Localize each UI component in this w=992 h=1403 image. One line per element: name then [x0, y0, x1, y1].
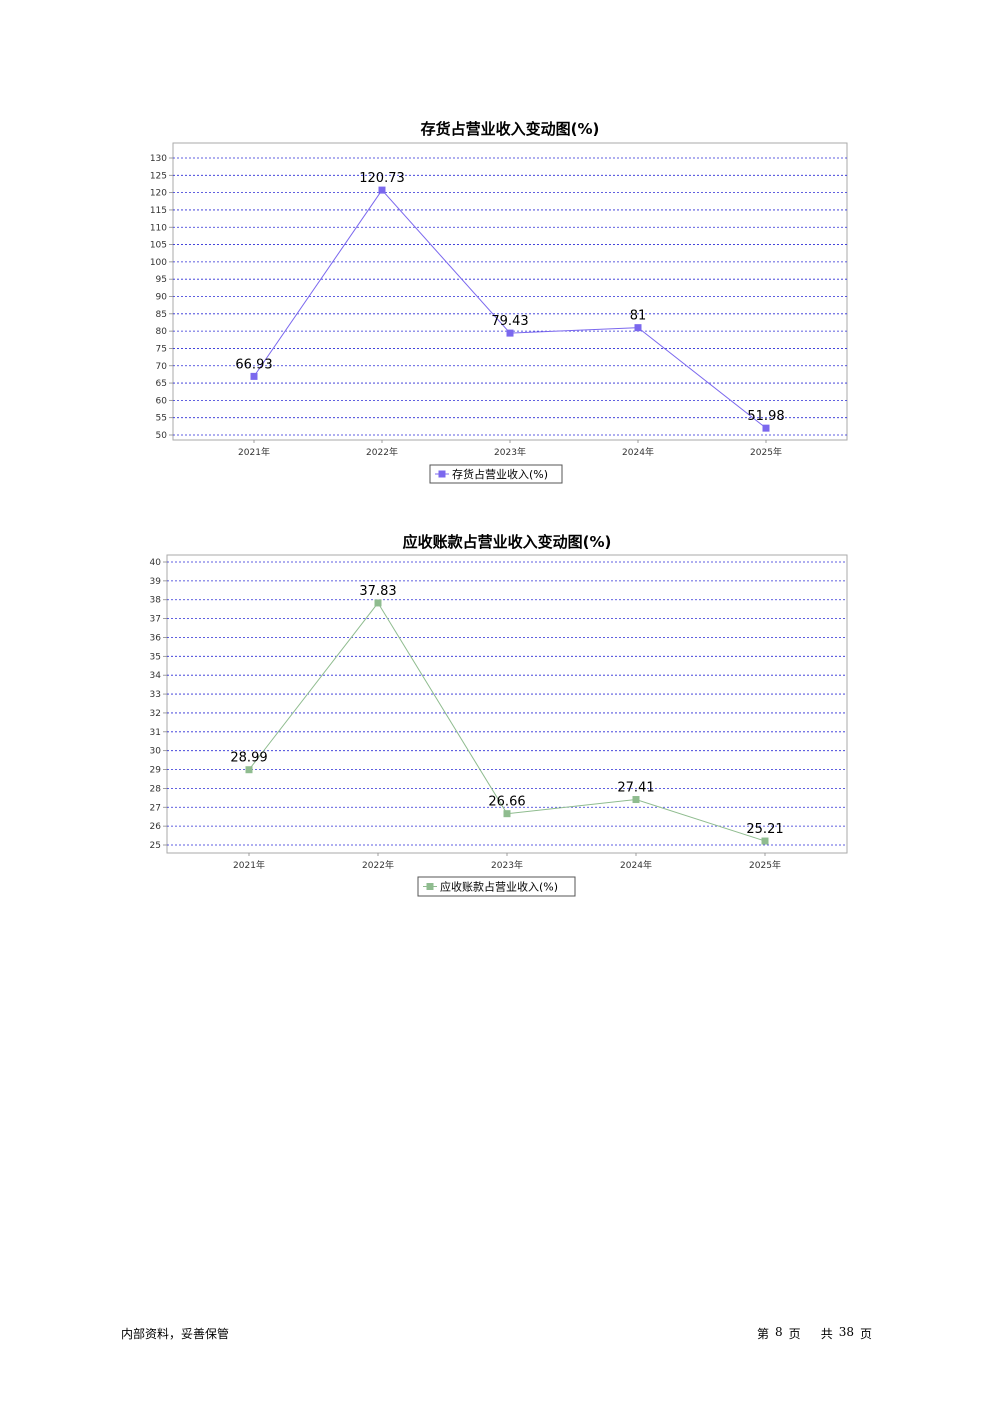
y-tick-label: 85 [156, 310, 167, 320]
y-tick-label: 31 [150, 728, 161, 738]
chart-title: 应收账款占营业收入变动图(%) [403, 533, 612, 551]
x-tick-label: 2025年 [749, 859, 781, 871]
y-tick-label: 39 [150, 577, 162, 587]
data-point [632, 796, 640, 804]
x-tick-label: 2022年 [362, 859, 394, 871]
y-tick-label: 25 [150, 841, 161, 851]
inventory-ratio-chart: 存货占营业收入变动图(%) 130 125 120 115 110 105 100 95 90 85… [150, 120, 848, 484]
x-tick-label: 2025年 [750, 446, 782, 458]
data-label: 81 [630, 309, 647, 324]
total-suffix: 页 [859, 1327, 872, 1341]
plot-area [166, 554, 848, 854]
total-prefix: 共 [820, 1327, 833, 1341]
data-label: 37.83 [359, 584, 396, 599]
y-tick-label: 36 [150, 633, 162, 643]
y-tick-label: 37 [150, 615, 161, 625]
y-tick-label: 26 [150, 822, 162, 832]
x-tick-label: 2023年 [491, 859, 523, 871]
y-tick-label: 70 [156, 362, 168, 372]
y-tick-label: 120 [150, 189, 167, 199]
y-tick-label: 50 [156, 431, 168, 441]
data-point [634, 324, 642, 332]
chart-title: 存货占营业收入变动图(%) [421, 120, 600, 138]
y-tick-label: 65 [156, 379, 167, 389]
y-tick-label: 125 [150, 171, 167, 181]
y-tick-label: 38 [150, 596, 162, 606]
legend-label: 应收账款占营业收入(%) [440, 880, 558, 894]
y-tick-label: 33 [150, 690, 161, 700]
data-point [506, 329, 514, 337]
data-label: 79.43 [491, 314, 528, 329]
legend-marker [426, 883, 434, 890]
legend-marker [438, 470, 446, 478]
y-tick-label: 28 [150, 784, 162, 794]
y-tick-label: 32 [150, 709, 161, 719]
data-label: 28.99 [230, 751, 267, 766]
data-label: 25.21 [746, 822, 783, 837]
page-number: 8 [775, 1325, 783, 1339]
legend-label: 存货占营业收入(%) [452, 467, 548, 481]
page-suffix: 页 [788, 1327, 801, 1341]
y-tick-label: 75 [156, 344, 167, 354]
y-tick-label: 60 [156, 396, 168, 406]
data-label: 26.66 [488, 795, 525, 810]
data-point [378, 186, 386, 194]
confidential-notice: 内部资料，妥善保管 [121, 1327, 230, 1341]
y-tick-label: 80 [156, 327, 168, 337]
y-tick-label: 29 [150, 766, 162, 776]
x-tick-label: 2024年 [620, 859, 652, 871]
y-tick-label: 90 [156, 293, 168, 303]
y-tick-label: 34 [150, 671, 162, 681]
legend-box [429, 464, 563, 484]
y-tick-label: 35 [150, 652, 161, 662]
x-tick-label: 2022年 [366, 446, 398, 458]
data-label: 27.41 [617, 781, 654, 796]
y-tick-label: 55 [156, 414, 167, 424]
data-label: 120.73 [359, 171, 405, 186]
data-label: 51.98 [747, 409, 784, 424]
data-point [762, 424, 770, 432]
y-tick-label: 27 [150, 803, 161, 813]
x-tick-label: 2024年 [622, 446, 654, 458]
data-point [374, 599, 382, 607]
data-point [503, 810, 511, 818]
x-tick-label: 2023年 [494, 446, 526, 458]
receivables-ratio-chart: 应收账款占营业收入变动图(%) 40 39 38 37 36 35 34 33 32 31 30 29 2… [150, 533, 848, 897]
page-prefix: 第 [757, 1327, 770, 1341]
y-tick-label: 30 [150, 747, 162, 757]
data-label: 66.93 [235, 357, 272, 372]
y-tick-label: 105 [150, 241, 167, 251]
y-tick-label: 130 [150, 154, 167, 164]
plot-area [172, 142, 848, 441]
data-point [250, 372, 258, 380]
y-tick-label: 100 [150, 258, 167, 268]
total-pages: 38 [838, 1325, 854, 1339]
y-tick-label: 40 [150, 558, 162, 568]
x-tick-label: 2021年 [233, 859, 265, 871]
data-point [245, 766, 253, 774]
x-tick-label: 2021年 [238, 446, 270, 458]
y-tick-label: 110 [150, 223, 167, 233]
data-point [761, 837, 769, 845]
page-counter: 第 8 页 共 38 页 [757, 1325, 872, 1342]
y-tick-label: 115 [150, 206, 167, 216]
legend-box [417, 876, 576, 897]
y-tick-label: 95 [156, 275, 167, 285]
